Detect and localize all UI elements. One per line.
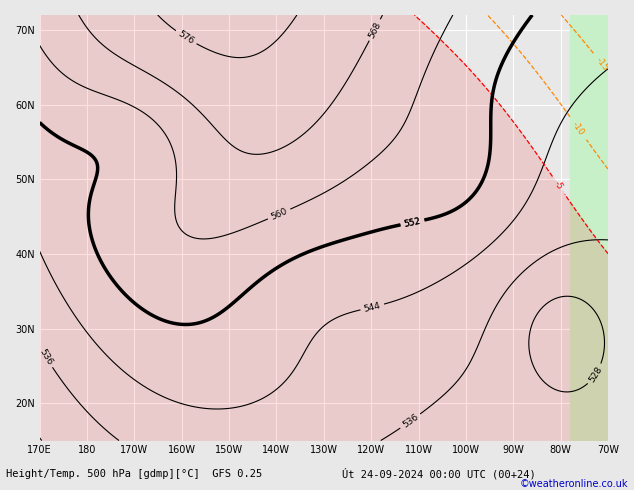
Text: ©weatheronline.co.uk: ©weatheronline.co.uk <box>519 479 628 489</box>
Text: 552: 552 <box>403 216 422 228</box>
Text: Út 24-09-2024 00:00 UTC (00+24): Út 24-09-2024 00:00 UTC (00+24) <box>342 468 536 479</box>
Text: 528: 528 <box>587 365 604 384</box>
Text: -10: -10 <box>571 120 586 137</box>
Text: -15: -15 <box>594 55 611 73</box>
Text: 576: 576 <box>176 29 196 46</box>
Text: 560: 560 <box>269 206 289 221</box>
Text: 536: 536 <box>37 347 55 367</box>
Polygon shape <box>570 15 608 441</box>
Text: 536: 536 <box>401 413 420 430</box>
Text: 552: 552 <box>403 216 422 228</box>
Text: Height/Temp. 500 hPa [gdmp][°C]  GFS 0.25: Height/Temp. 500 hPa [gdmp][°C] GFS 0.25 <box>6 469 262 479</box>
Text: 544: 544 <box>363 301 382 314</box>
Text: 568: 568 <box>367 20 383 40</box>
Text: -5: -5 <box>552 179 565 192</box>
